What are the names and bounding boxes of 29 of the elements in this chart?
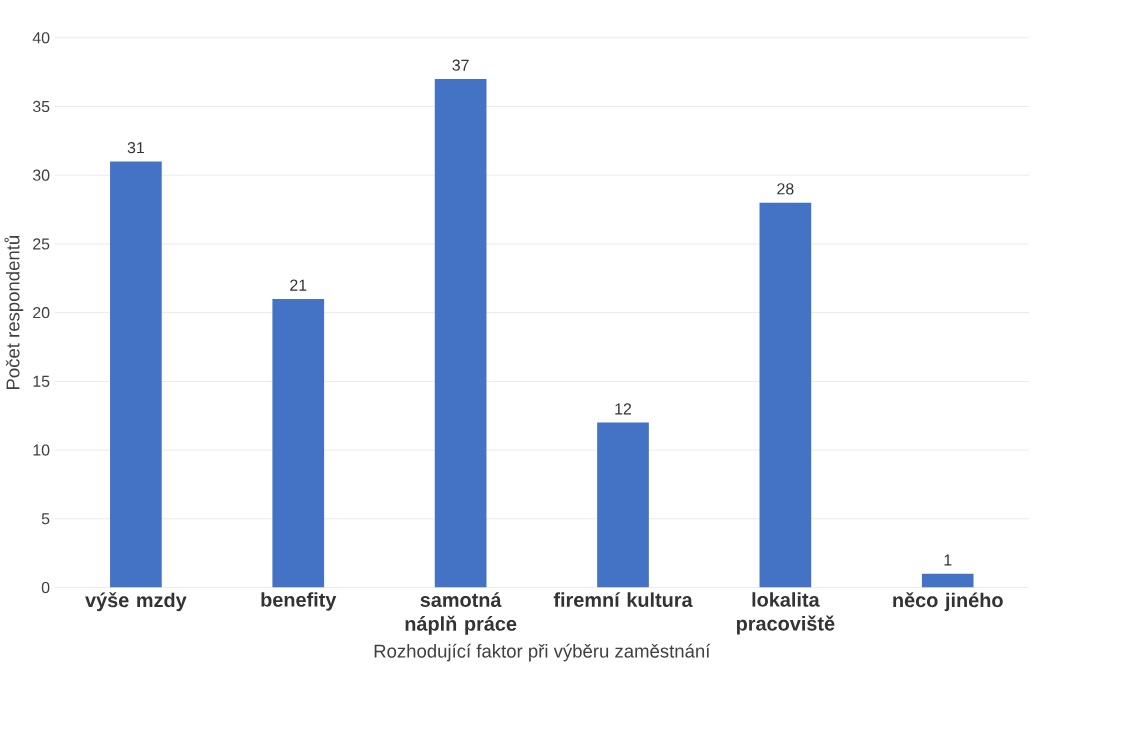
bar (272, 299, 325, 588)
bar (759, 202, 812, 588)
data-label: 31 (127, 142, 144, 154)
bar (921, 574, 974, 588)
x-tick-label: výše mzdy (85, 592, 187, 612)
y-tick-label: 5 (41, 513, 50, 525)
x-tick-label: lokalita pracoviště (736, 592, 835, 635)
x-tick-label: benefity (261, 592, 337, 611)
bar (434, 79, 487, 588)
y-tick-label: 20 (33, 307, 50, 319)
y-tick-label: 0 (41, 582, 50, 594)
data-label: 1 (944, 554, 952, 566)
x-tick-label: firemní kultura (553, 592, 693, 608)
y-tick-label: 25 (33, 238, 50, 250)
data-label: 21 (290, 279, 307, 291)
y-tick-label: 30 (32, 169, 50, 182)
bar (110, 161, 162, 588)
x-axis-title: Rozhodující faktor při výběru zaměstnání (374, 644, 711, 662)
data-label: 12 (615, 403, 632, 415)
y-tick-label: 35 (32, 101, 50, 113)
y-tick-label: 40 (32, 32, 50, 44)
y-axis-title: Počet respondentů (4, 236, 24, 390)
data-label: 28 (777, 183, 794, 195)
x-tick-label: něco jiného (893, 592, 1003, 612)
y-tick-label: 15 (33, 376, 50, 388)
x-tick-label: samotná náplň práce (405, 592, 517, 635)
data-label: 37 (452, 59, 469, 72)
bar (597, 422, 649, 588)
y-tick-label: 10 (33, 444, 50, 456)
